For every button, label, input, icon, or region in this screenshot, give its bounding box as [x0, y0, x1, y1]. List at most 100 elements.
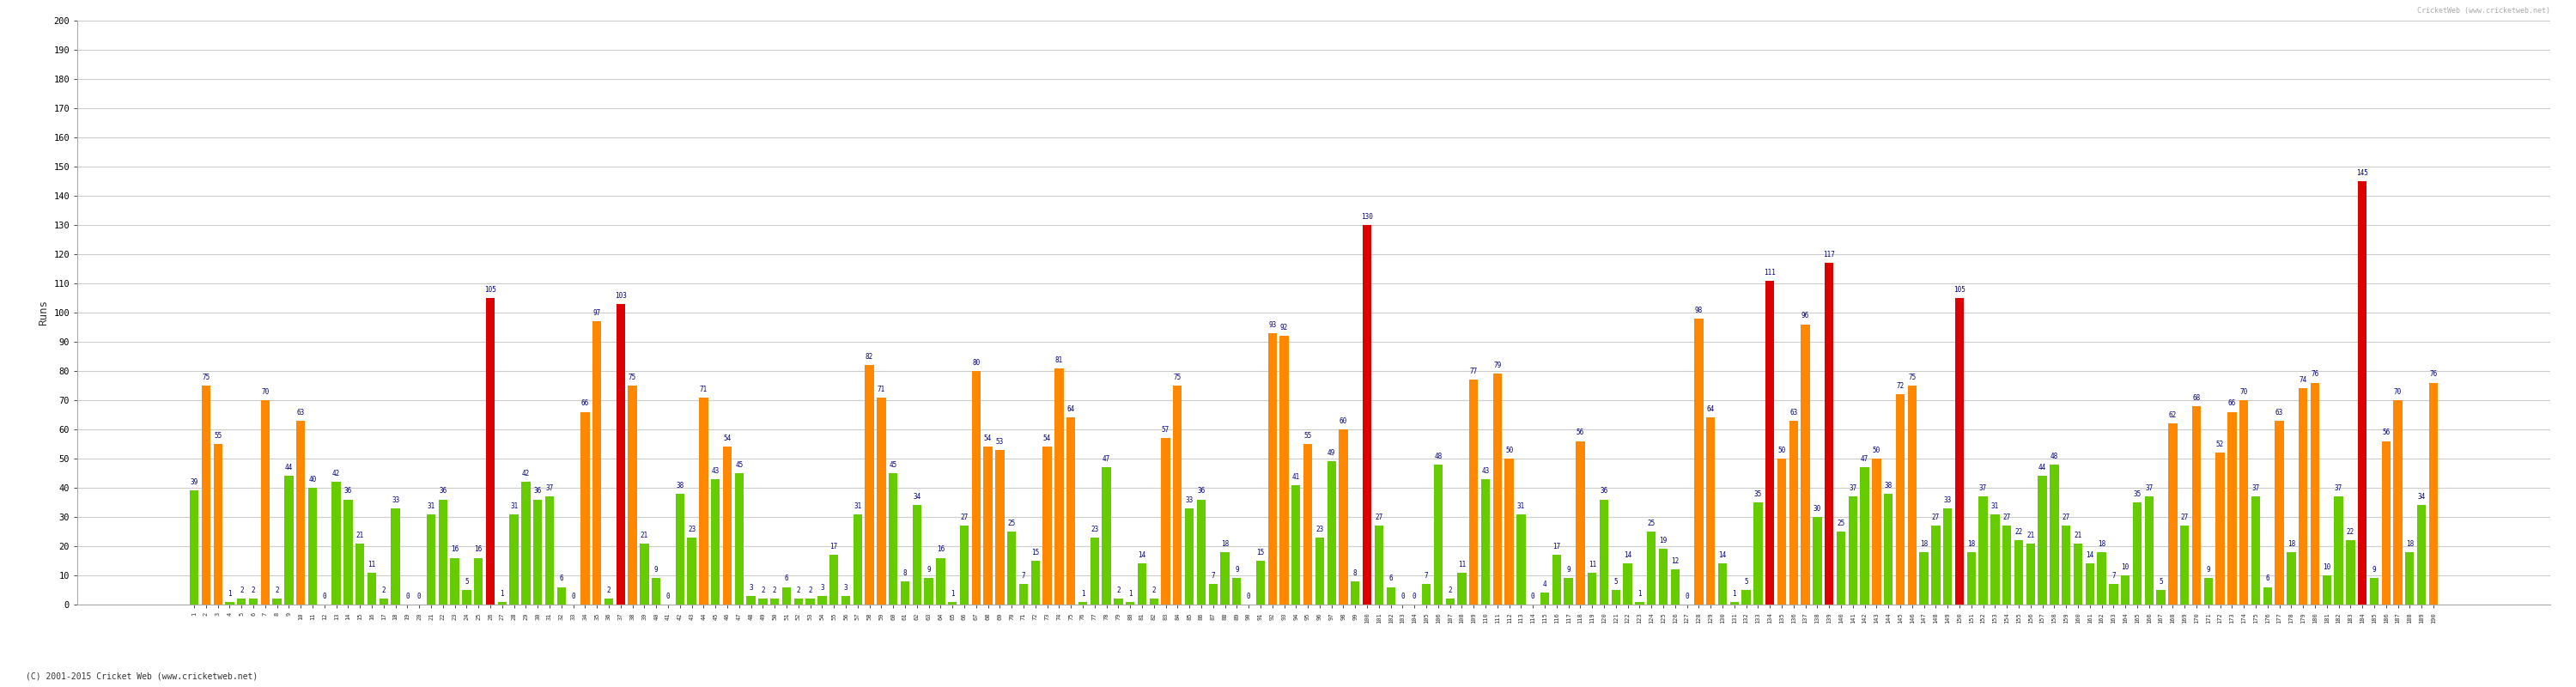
Bar — [1386, 587, 1396, 605]
Bar — [2228, 412, 2236, 605]
Text: 44: 44 — [286, 464, 294, 472]
Text: 34: 34 — [912, 493, 920, 501]
Bar — [688, 537, 696, 605]
Text: 36: 36 — [1198, 487, 1206, 495]
Text: 56: 56 — [2383, 429, 2391, 437]
Text: 16: 16 — [451, 545, 459, 554]
Text: 16: 16 — [474, 545, 482, 554]
Bar — [1850, 497, 1857, 605]
Bar — [2251, 497, 2259, 605]
Text: 60: 60 — [1340, 417, 1347, 425]
Bar — [1267, 333, 1278, 605]
Text: 37: 37 — [2334, 484, 2342, 492]
Bar — [1883, 493, 1893, 605]
Text: 37: 37 — [1850, 484, 1857, 492]
Text: 9: 9 — [654, 566, 659, 574]
Y-axis label: Runs: Runs — [39, 300, 49, 326]
Bar — [1494, 374, 1502, 605]
Bar — [1765, 280, 1775, 605]
Bar — [1185, 508, 1193, 605]
Bar — [1553, 555, 1561, 605]
Text: 2: 2 — [773, 587, 778, 594]
Bar — [1504, 459, 1515, 605]
Bar — [2133, 502, 2141, 605]
Text: 82: 82 — [866, 353, 873, 361]
Bar — [438, 499, 448, 605]
Bar — [698, 397, 708, 605]
Bar — [1445, 598, 1455, 605]
Text: 23: 23 — [688, 526, 696, 533]
Text: 40: 40 — [309, 475, 317, 484]
Bar — [1231, 578, 1242, 605]
Text: 50: 50 — [1873, 447, 1880, 454]
Bar — [1303, 444, 1311, 605]
Text: 45: 45 — [734, 461, 742, 469]
Bar — [2146, 497, 2154, 605]
Text: 50: 50 — [1504, 447, 1512, 454]
Text: 15: 15 — [1257, 549, 1265, 556]
Bar — [757, 598, 768, 605]
Text: 38: 38 — [675, 482, 683, 489]
Text: 22: 22 — [2347, 528, 2354, 536]
Text: 23: 23 — [1316, 526, 1324, 533]
Text: 7: 7 — [1211, 572, 1216, 580]
Bar — [2334, 497, 2344, 605]
Text: 25: 25 — [1837, 519, 1844, 527]
Bar — [2215, 453, 2226, 605]
Bar — [866, 365, 873, 605]
Bar — [793, 598, 804, 605]
Bar — [1754, 502, 1762, 605]
Text: 0: 0 — [404, 592, 410, 600]
Bar — [675, 493, 685, 605]
Bar — [580, 412, 590, 605]
Text: 64: 64 — [1066, 405, 1074, 414]
Bar — [332, 482, 340, 605]
Text: 0: 0 — [1401, 592, 1404, 600]
Text: 41: 41 — [1293, 473, 1301, 480]
Bar — [817, 596, 827, 605]
Text: 8: 8 — [1352, 569, 1358, 577]
Bar — [1221, 552, 1229, 605]
Text: 9: 9 — [1234, 566, 1239, 574]
Text: 5: 5 — [1744, 578, 1749, 585]
Text: 70: 70 — [2393, 388, 2401, 396]
Bar — [1280, 336, 1288, 605]
Bar — [1577, 441, 1584, 605]
Text: 9: 9 — [1566, 566, 1571, 574]
Text: 17: 17 — [1553, 543, 1561, 550]
Text: 77: 77 — [1471, 368, 1479, 375]
Text: 56: 56 — [1577, 429, 1584, 437]
Bar — [1909, 385, 1917, 605]
Text: 2: 2 — [1448, 587, 1453, 594]
Text: 52: 52 — [2215, 440, 2223, 449]
Text: 27: 27 — [1932, 514, 1940, 521]
Text: 18: 18 — [1221, 540, 1229, 548]
Text: 66: 66 — [2228, 400, 2236, 407]
Text: 18: 18 — [2406, 540, 2414, 548]
Bar — [1350, 581, 1360, 605]
Bar — [1873, 459, 1880, 605]
Bar — [1079, 602, 1087, 605]
Text: 11: 11 — [368, 561, 376, 568]
Text: 14: 14 — [1623, 552, 1631, 559]
Text: 48: 48 — [1435, 452, 1443, 460]
Bar — [2038, 476, 2048, 605]
Text: 1: 1 — [1082, 589, 1084, 597]
Bar — [2324, 576, 2331, 605]
Bar — [2061, 526, 2071, 605]
Bar — [971, 371, 981, 605]
Bar — [260, 400, 270, 605]
Text: 30: 30 — [1814, 505, 1821, 513]
Text: 6: 6 — [559, 575, 564, 583]
Bar — [2383, 441, 2391, 605]
Text: 63: 63 — [296, 409, 304, 416]
Text: 22: 22 — [2014, 528, 2022, 536]
Bar — [1054, 368, 1064, 605]
Text: 93: 93 — [1267, 321, 1275, 328]
Text: 9: 9 — [2205, 566, 2210, 574]
Text: 10: 10 — [2123, 563, 2130, 571]
Bar — [1363, 225, 1370, 605]
Text: 42: 42 — [523, 470, 531, 477]
Text: 47: 47 — [1103, 455, 1110, 463]
Text: 49: 49 — [1327, 449, 1334, 457]
